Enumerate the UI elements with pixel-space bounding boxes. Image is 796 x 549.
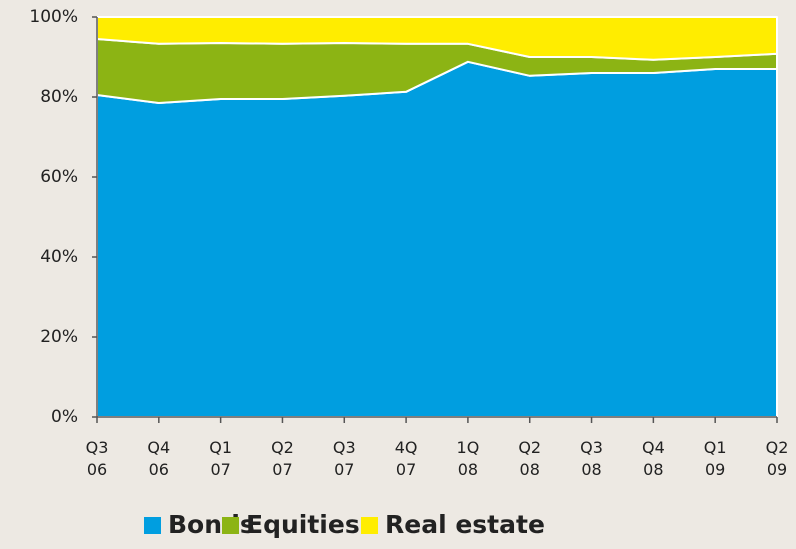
x-tick-label: Q2 07 <box>271 438 294 479</box>
legend-label: Real estate <box>385 510 545 539</box>
x-tick-label: Q3 06 <box>85 438 109 479</box>
y-tick-label: 40% <box>40 247 78 267</box>
x-tick-label: Q2 09 <box>765 438 789 479</box>
x-tick-label: Q4 08 <box>641 438 665 479</box>
x-tick-label: 4Q 07 <box>394 438 418 479</box>
x-tick-label: 1Q 08 <box>456 438 480 479</box>
legend-label: Equities <box>246 510 360 539</box>
x-tick-label: Q3 08 <box>580 438 603 479</box>
y-tick-label: 60% <box>40 167 78 187</box>
y-tick-label: 0% <box>51 407 78 427</box>
y-tick-label: 80% <box>40 87 78 107</box>
legend-label: Bonds <box>168 510 255 539</box>
legend-swatch <box>361 517 378 534</box>
y-tick-label: 100% <box>29 7 78 27</box>
x-tick-label: Q3 07 <box>332 438 356 479</box>
legend-swatch <box>144 517 161 534</box>
legend-swatch <box>222 517 239 534</box>
x-tick-label: Q2 08 <box>518 438 542 479</box>
area <box>96 60 778 418</box>
x-tick-label: Q1 09 <box>703 438 727 479</box>
x-tick-label: Q1 07 <box>209 438 233 479</box>
area <box>96 16 778 61</box>
y-tick-label: 20% <box>40 327 78 347</box>
x-tick-label: Q4 06 <box>147 438 171 479</box>
